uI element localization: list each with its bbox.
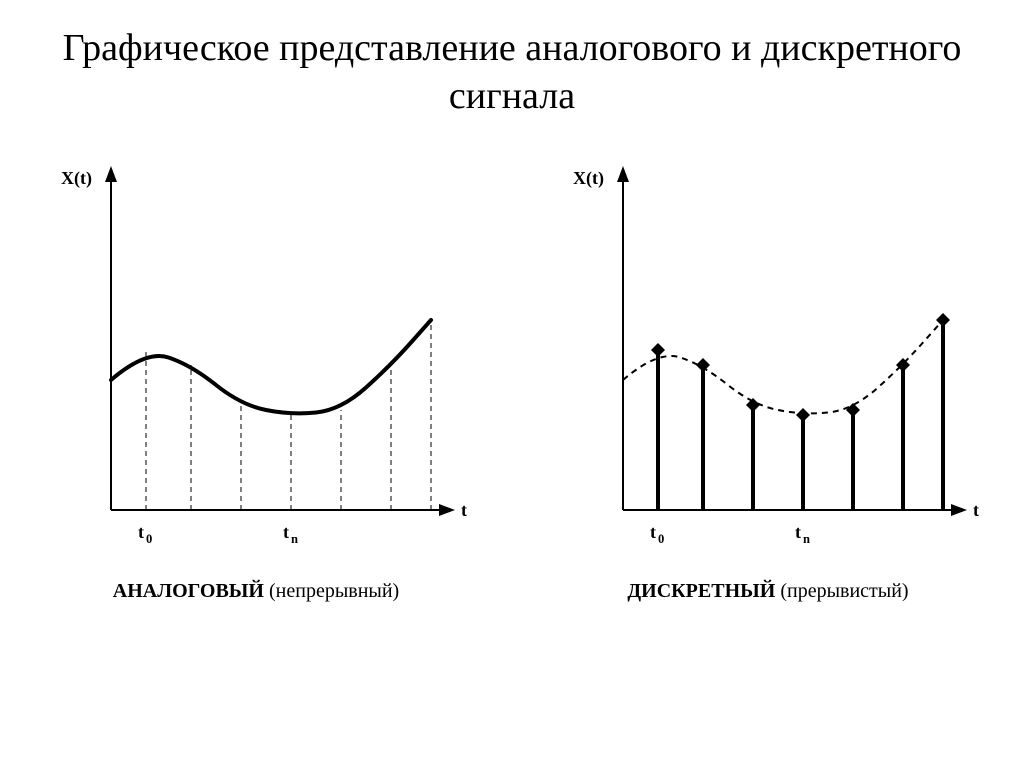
page-title: Графическое представление аналогового и …: [0, 0, 1024, 120]
svg-text:0: 0: [658, 532, 664, 546]
analog-chart-block: X(t)tt0tn АНАЛОГОВЫЙ (непрерывный): [41, 140, 471, 603]
svg-text:t: t: [283, 522, 289, 542]
svg-text:t: t: [973, 500, 979, 520]
svg-text:t: t: [138, 522, 144, 542]
analog-caption-paren: (непрерывный): [269, 580, 399, 602]
analog-caption: АНАЛОГОВЫЙ (непрерывный): [113, 580, 399, 603]
charts-row: X(t)tt0tn АНАЛОГОВЫЙ (непрерывный) X(t)t…: [0, 140, 1024, 603]
svg-text:t: t: [795, 522, 801, 542]
svg-text:X(t): X(t): [573, 168, 604, 189]
discrete-chart: X(t)tt0tn: [553, 140, 983, 560]
analog-caption-bold: АНАЛОГОВЫЙ: [113, 580, 264, 602]
svg-text:n: n: [803, 532, 810, 546]
analog-chart: X(t)tt0tn: [41, 140, 471, 560]
discrete-caption-bold: ДИСКРЕТНЫЙ: [627, 580, 775, 602]
discrete-caption: ДИСКРЕТНЫЙ (прерывистый): [627, 580, 908, 603]
svg-text:t: t: [461, 500, 467, 520]
discrete-caption-paren: (прерывистый): [780, 580, 908, 602]
svg-text:n: n: [291, 532, 298, 546]
svg-text:0: 0: [146, 532, 152, 546]
discrete-chart-block: X(t)tt0tn ДИСКРЕТНЫЙ (прерывистый): [553, 140, 983, 603]
svg-text:X(t): X(t): [61, 168, 92, 189]
svg-text:t: t: [650, 522, 656, 542]
